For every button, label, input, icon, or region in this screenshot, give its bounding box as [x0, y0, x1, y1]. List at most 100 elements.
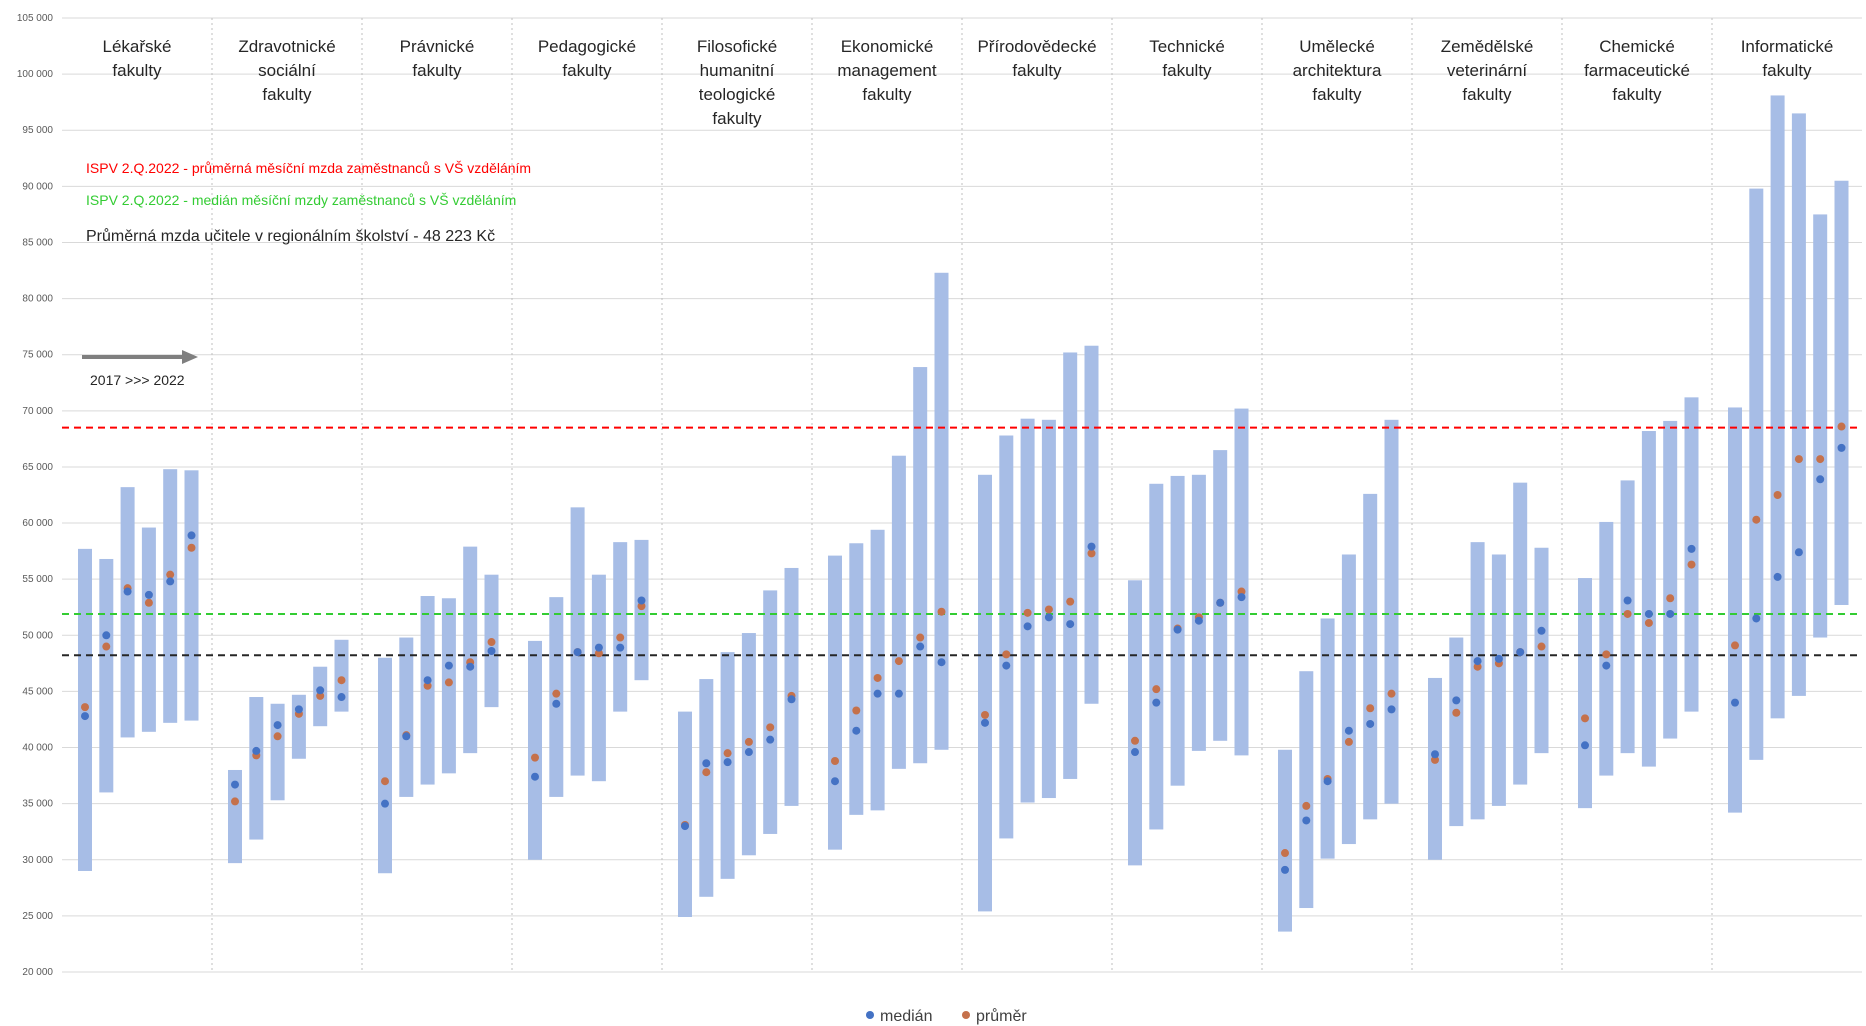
- y-tick-label: 100 000: [17, 69, 54, 80]
- y-tick-label: 35 000: [22, 799, 53, 810]
- range-bar: [913, 367, 928, 764]
- range-bar: [784, 567, 799, 806]
- group-label-line: Právnické: [400, 37, 475, 56]
- median-point: [294, 705, 303, 714]
- median-point: [1494, 654, 1503, 663]
- range-bar: [828, 555, 842, 850]
- y-tick-label: 45 000: [22, 686, 53, 697]
- median-point: [981, 718, 989, 727]
- median-point: [744, 748, 753, 757]
- range-bar: [849, 543, 864, 815]
- median-point: [681, 822, 689, 831]
- range-bar: [1641, 431, 1656, 767]
- group-label-line: architektura: [1293, 61, 1382, 80]
- mean-point: [316, 691, 325, 700]
- mean-point: [1473, 662, 1482, 671]
- mean-point: [1087, 549, 1096, 558]
- range-bar: [1213, 450, 1228, 741]
- median-point: [423, 676, 432, 685]
- median-point: [1216, 598, 1225, 607]
- median-point: [1773, 572, 1782, 581]
- group-label-line: Chemické: [1599, 37, 1675, 56]
- mean-point: [1066, 597, 1075, 606]
- median-point: [894, 689, 903, 698]
- group-label: Filosofické humanitní teologické fakulty: [697, 37, 777, 128]
- group-label-line: Zdravotnické: [238, 37, 335, 56]
- mean-point: [594, 649, 603, 658]
- median-point: [1087, 542, 1096, 551]
- legend: medián průměr: [866, 1007, 1027, 1025]
- median-point: [1537, 626, 1546, 635]
- median-point: [637, 596, 646, 605]
- median-point: [1302, 816, 1311, 825]
- mean-point: [1023, 608, 1032, 617]
- range-bar: [528, 640, 542, 860]
- time-arrow-head-icon: [182, 350, 198, 364]
- mean-point: [1602, 650, 1611, 659]
- group-label: Technické fakulty: [1149, 37, 1225, 80]
- mean-point: [1537, 642, 1546, 651]
- group-labels: Lékařské fakulty Zdravotnické sociální fakul…: [103, 37, 1834, 128]
- y-tick-label: 70 000: [22, 406, 53, 417]
- range-bar: [934, 272, 949, 750]
- median-point: [1794, 548, 1803, 557]
- range-bar: [1834, 180, 1849, 605]
- range-bar: [184, 470, 199, 721]
- legend-median-marker: [866, 1011, 874, 1019]
- group-label-line: fakulty: [262, 85, 312, 104]
- range-bar: [891, 455, 906, 769]
- range-bar: [1299, 671, 1314, 909]
- median-point: [1687, 544, 1696, 553]
- median-point: [1044, 613, 1053, 622]
- median-point: [831, 777, 839, 786]
- mean-point: [1344, 737, 1353, 746]
- median-point: [1837, 443, 1846, 452]
- range-bar: [699, 679, 714, 897]
- mean-point: [423, 681, 432, 690]
- median-point: [852, 726, 861, 735]
- group-label-line: fakulty: [1012, 61, 1062, 80]
- range-bar: [570, 507, 585, 776]
- median-point: [123, 587, 132, 596]
- y-tick-label: 75 000: [22, 350, 53, 361]
- median-point: [1066, 620, 1075, 629]
- group-label: Přírodovědecké fakulty: [977, 37, 1096, 80]
- median-point: [1173, 625, 1182, 634]
- mean-point: [487, 638, 496, 647]
- mean-point: [1773, 491, 1782, 499]
- group-label-line: fakulty: [1612, 85, 1662, 104]
- mean-point: [1816, 455, 1825, 464]
- y-tick-label: 90 000: [22, 181, 53, 192]
- mean-point: [744, 737, 753, 746]
- median-point: [766, 735, 775, 744]
- mean-point: [1752, 515, 1761, 524]
- median-point: [1431, 750, 1439, 759]
- median-point: [916, 642, 925, 651]
- range-bar: [249, 697, 264, 840]
- group-label: Chemické farmaceutické fakulty: [1584, 37, 1690, 104]
- mean-point: [1581, 714, 1589, 723]
- y-tick-label: 80 000: [22, 294, 53, 305]
- group-label: Lékařské fakulty: [103, 37, 172, 80]
- mean-point: [81, 703, 89, 712]
- range-bar: [291, 694, 306, 759]
- range-bar: [420, 596, 435, 785]
- range-bar: [613, 542, 628, 712]
- group-label-line: fakulty: [712, 109, 762, 128]
- median-point: [1344, 726, 1353, 735]
- black-line-annotation: Průměrná mzda učitele v regionálním škol…: [86, 227, 495, 245]
- median-point: [1602, 661, 1611, 670]
- group-label-line: fakulty: [112, 61, 162, 80]
- median-point: [1731, 698, 1739, 707]
- median-point: [187, 531, 196, 540]
- median-point: [723, 758, 732, 767]
- median-point: [381, 799, 389, 808]
- mean-point: [616, 633, 625, 642]
- y-tick-label: 30 000: [22, 855, 53, 866]
- median-point: [1281, 865, 1289, 874]
- mean-point: [831, 756, 839, 765]
- mean-point: [1387, 689, 1396, 698]
- median-point: [444, 661, 453, 670]
- range-bar: [978, 474, 992, 912]
- range-bar: [1578, 578, 1592, 809]
